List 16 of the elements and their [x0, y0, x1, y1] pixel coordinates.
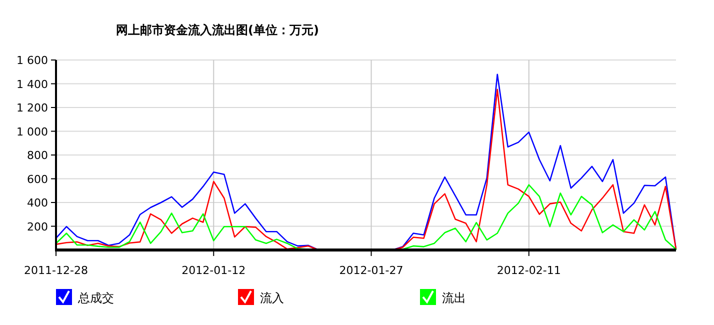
y-tick-label: 200 [27, 220, 48, 234]
chart-title: 网上邮市资金流入流出图(单位：万元) [116, 23, 319, 37]
y-tick-label: 1 000 [16, 125, 48, 138]
y-tick-label: 800 [27, 149, 48, 162]
legend-label: 流出 [442, 291, 466, 305]
y-tick-label: 400 [27, 196, 48, 210]
legend-label: 总成交 [77, 291, 114, 305]
x-tick-label: 2012-01-27 [339, 264, 404, 277]
x-tick-label: 2012-02-11 [496, 264, 561, 277]
y-tick-label: 1 200 [16, 102, 48, 114]
x-tick-label: 2011-12-28 [24, 264, 88, 277]
legend-label: 流入 [260, 291, 284, 305]
y-tick-label: 1 600 [16, 54, 48, 67]
y-tick-label: 1 400 [16, 78, 48, 91]
y-tick-label: 600 [27, 172, 48, 186]
x-tick-label: 2012-01-12 [182, 264, 246, 277]
